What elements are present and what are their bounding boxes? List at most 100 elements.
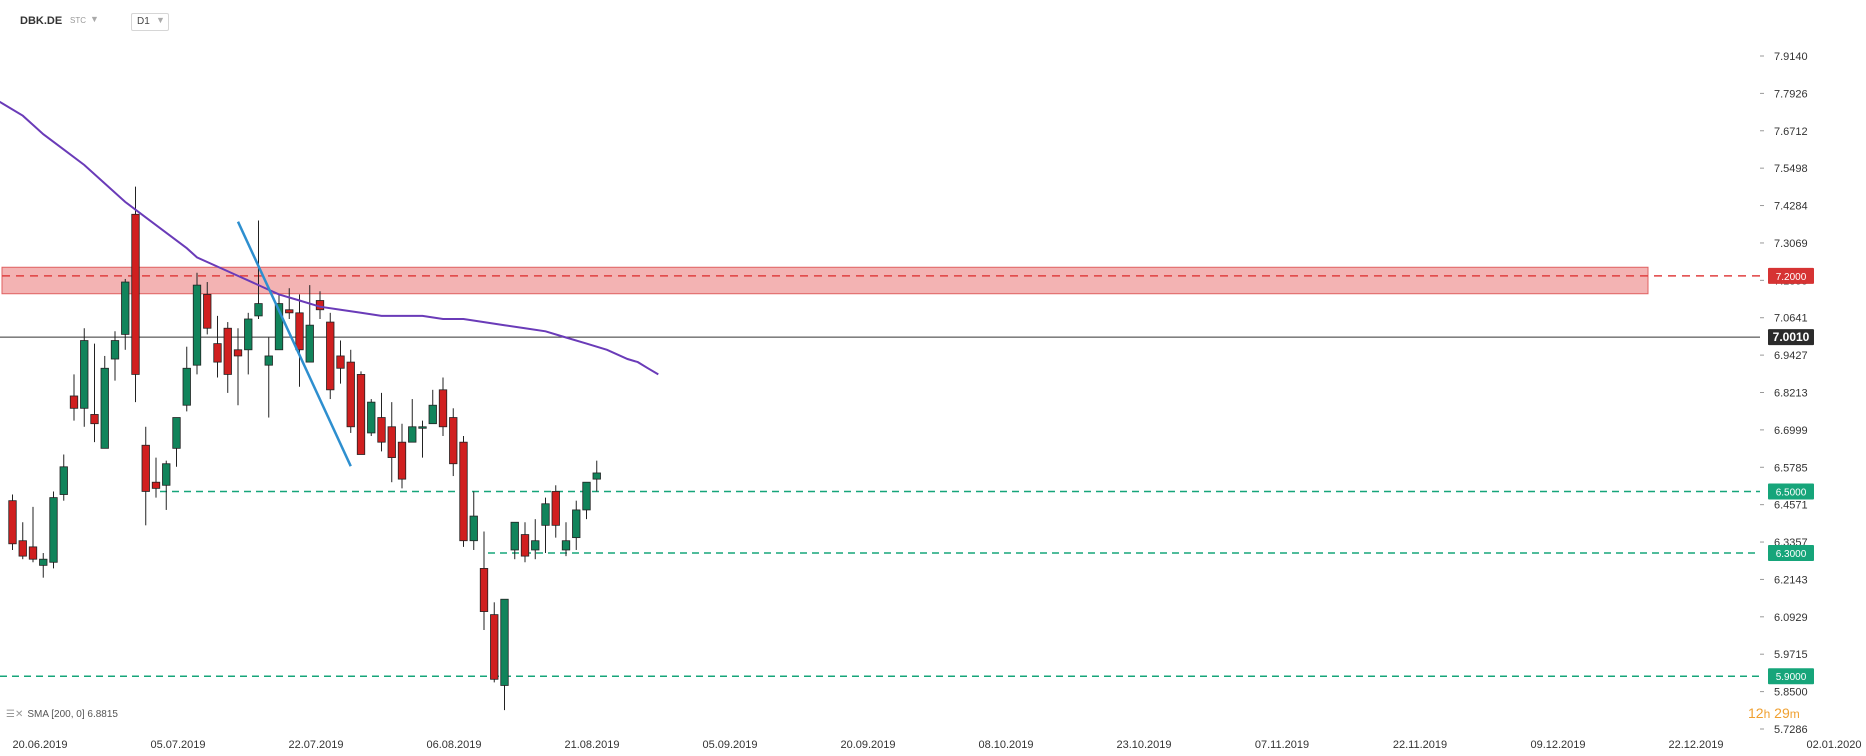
candle[interactable] — [274, 294, 284, 351]
candle[interactable] — [162, 460, 171, 510]
candle[interactable] — [8, 494, 17, 550]
candle[interactable] — [531, 519, 540, 560]
y-axis-tick-label: 6.0929 — [1774, 612, 1808, 624]
candle[interactable] — [490, 602, 499, 683]
x-axis-tick-label: 07.11.2019 — [1255, 739, 1309, 751]
candle[interactable] — [520, 522, 530, 563]
candle[interactable] — [213, 315, 222, 378]
candle[interactable] — [121, 278, 130, 350]
candle[interactable] — [541, 497, 550, 554]
candle[interactable] — [285, 288, 294, 319]
candle[interactable] — [346, 349, 355, 433]
current-price-tag-bg — [1768, 329, 1814, 346]
current-price-tag: 7.0010 — [1773, 330, 1810, 344]
candle[interactable] — [28, 506, 38, 563]
candle[interactable] — [428, 389, 437, 425]
bullish-candle-body — [428, 404, 437, 425]
bearish-candle-body — [387, 426, 396, 458]
candle[interactable] — [397, 423, 407, 489]
candle[interactable] — [377, 392, 386, 452]
bearish-candle-body — [438, 389, 448, 428]
source-label[interactable]: STC — [70, 16, 86, 25]
candle[interactable] — [418, 420, 427, 458]
candle[interactable] — [572, 500, 581, 550]
candle[interactable] — [469, 491, 478, 550]
countdown-hours: 12 — [1748, 705, 1764, 721]
indicator-legend[interactable]: ☰✕ SMA [200, 0] 6.8815 — [6, 709, 118, 720]
bullish-candle-body — [110, 340, 120, 360]
candle[interactable] — [367, 399, 376, 437]
candle[interactable] — [510, 521, 519, 560]
candle[interactable] — [18, 522, 27, 560]
x-axis-tick-label: 22.12.2019 — [1668, 739, 1723, 751]
bearish-candle-body — [141, 444, 150, 492]
bullish-candle-body — [264, 355, 273, 366]
candle[interactable] — [254, 220, 263, 319]
candle[interactable] — [100, 355, 109, 449]
candle[interactable] — [80, 328, 89, 427]
indicator-settings-icon[interactable]: ☰✕ — [6, 709, 24, 720]
candle[interactable] — [244, 312, 253, 375]
candle[interactable] — [582, 481, 591, 520]
y-axis-tick-label: 5.9715 — [1774, 649, 1808, 661]
timeframe-selector[interactable]: D1 ▼ — [131, 13, 169, 31]
bearish-candle-body — [151, 481, 161, 489]
candle[interactable] — [182, 346, 191, 412]
candle[interactable] — [203, 282, 212, 335]
candle[interactable] — [172, 417, 181, 467]
candle[interactable] — [387, 402, 396, 483]
candle[interactable] — [459, 436, 468, 547]
candle[interactable] — [39, 553, 48, 578]
bullish-candle-body — [254, 303, 263, 317]
x-axis-tick-label: 23.10.2019 — [1116, 739, 1171, 751]
candle[interactable] — [264, 337, 273, 418]
candle[interactable] — [141, 426, 150, 526]
bearish-candle-body — [551, 491, 560, 526]
downtrend-line[interactable] — [236, 221, 352, 467]
resistance-price-tag-bg — [1768, 267, 1814, 284]
bearish-candle-body — [203, 293, 212, 329]
candle[interactable] — [305, 285, 314, 363]
symbol-label[interactable]: DBK.DE — [20, 15, 63, 27]
candle[interactable] — [551, 485, 560, 538]
candle[interactable] — [449, 408, 458, 477]
bullish-candle-body — [408, 426, 417, 443]
candle[interactable] — [110, 331, 120, 381]
candle[interactable] — [438, 377, 448, 437]
bullish-candle-body — [592, 472, 601, 480]
candle[interactable] — [192, 272, 202, 375]
candle[interactable] — [326, 312, 335, 400]
candle[interactable] — [592, 460, 601, 492]
candle[interactable] — [500, 598, 509, 711]
countdown-minutes-unit: m — [1789, 707, 1800, 721]
candle[interactable] — [49, 491, 58, 569]
resistance-zone[interactable] — [1, 266, 1649, 295]
x-axis-tick-label: 08.10.2019 — [978, 739, 1033, 751]
candle[interactable] — [69, 374, 79, 421]
support-price-tag-bg — [1768, 483, 1814, 500]
candle[interactable] — [223, 322, 232, 393]
sma-200-line[interactable] — [0, 67, 659, 376]
candle[interactable] — [90, 343, 99, 443]
bearish-candle-body — [377, 417, 386, 443]
candle[interactable] — [233, 328, 243, 406]
bullish-candle-body — [121, 281, 130, 335]
candle[interactable] — [408, 399, 417, 443]
candle[interactable] — [295, 294, 304, 387]
candle[interactable] — [356, 371, 366, 455]
x-axis-tick-label: 22.11.2019 — [1393, 739, 1447, 751]
y-axis-tick-label: 6.5785 — [1774, 462, 1808, 474]
candle[interactable] — [151, 457, 161, 498]
bearish-candle-body — [28, 546, 38, 560]
x-axis-tick-label: 21.08.2019 — [564, 739, 619, 751]
bullish-candle-body — [39, 558, 48, 566]
bearish-candle-body — [520, 534, 530, 557]
candle[interactable] — [336, 340, 345, 384]
candle[interactable] — [479, 531, 489, 631]
candle[interactable] — [131, 186, 140, 403]
candle[interactable] — [561, 522, 571, 557]
candle[interactable] — [59, 454, 68, 501]
bullish-candle-body — [531, 540, 540, 551]
source-dropdown-icon[interactable]: ▼ — [90, 14, 99, 24]
